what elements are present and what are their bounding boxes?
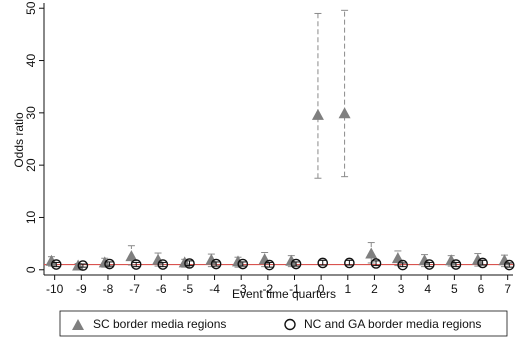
x-tick-label: 6 <box>478 282 485 296</box>
legend-box <box>59 310 508 337</box>
data-point-ncga <box>450 259 462 270</box>
data-point-sc <box>311 108 324 120</box>
data-point-ncga <box>290 258 302 270</box>
x-tick-label: -5 <box>183 282 194 296</box>
y-tick-label: 50 <box>24 1 38 15</box>
y-tick-label: 10 <box>24 210 38 224</box>
legend-label-sc: SC border media regions <box>93 317 226 331</box>
data-point-ncga <box>104 258 115 270</box>
x-tick-label: -2 <box>263 282 274 296</box>
data-point-sc <box>285 254 298 266</box>
x-tick-label: 7 <box>504 282 511 296</box>
legend-triangle-marker <box>72 319 84 330</box>
data-point-sc <box>231 255 244 267</box>
x-tick-label: -9 <box>76 282 87 296</box>
data-point-ncga <box>264 259 275 271</box>
x-tick-label: -10 <box>46 282 64 296</box>
data-point-ncga <box>317 257 329 269</box>
data-point-ncga <box>210 258 222 270</box>
data-point-sc <box>365 247 378 259</box>
y-tick-label: 0 <box>24 266 38 273</box>
data-point-ncga <box>184 258 195 269</box>
y-axis-title: Odds ratio <box>12 112 26 168</box>
x-tick-label: 0 <box>318 282 325 296</box>
data-point-ncga <box>397 259 408 271</box>
data-point-ncga <box>157 259 169 270</box>
data-point-ncga <box>130 259 142 270</box>
data-point-sc <box>471 253 484 265</box>
data-point-ncga <box>237 258 249 270</box>
data-point-sc <box>338 107 351 119</box>
x-tick-label: 2 <box>371 282 378 296</box>
x-tick-label: -4 <box>209 282 220 296</box>
x-tick-label: -3 <box>236 282 247 296</box>
data-point-ncga <box>344 257 355 269</box>
legend-circle-marker <box>284 318 296 331</box>
x-tick-label: -7 <box>129 282 140 296</box>
x-tick-label: 4 <box>424 282 431 296</box>
data-point-ncga <box>50 259 62 270</box>
data-point-sc <box>45 254 58 266</box>
x-axis-title: Event time quarters <box>232 287 336 301</box>
x-tick-label: -8 <box>103 282 114 296</box>
data-point-ncga <box>77 260 89 271</box>
data-point-sc <box>125 250 138 262</box>
y-tick-label: 20 <box>24 158 38 172</box>
y-tick-label: 30 <box>24 106 38 120</box>
legend: SC border media regions NC and GA border… <box>59 310 508 337</box>
data-point-sc <box>258 253 271 265</box>
x-tick-label: -1 <box>289 282 300 296</box>
data-point-ncga <box>424 259 435 270</box>
x-tick-label: 3 <box>398 282 405 296</box>
legend-label-ncga: NC and GA border media regions <box>304 317 481 331</box>
x-tick-label: -6 <box>156 282 167 296</box>
data-point-ncga <box>370 258 382 269</box>
x-tick-label: 1 <box>344 282 351 296</box>
x-tick-label: 5 <box>451 282 458 296</box>
data-point-ncga <box>477 257 488 269</box>
data-point-ncga <box>503 259 515 271</box>
y-tick-label: 40 <box>24 54 38 68</box>
